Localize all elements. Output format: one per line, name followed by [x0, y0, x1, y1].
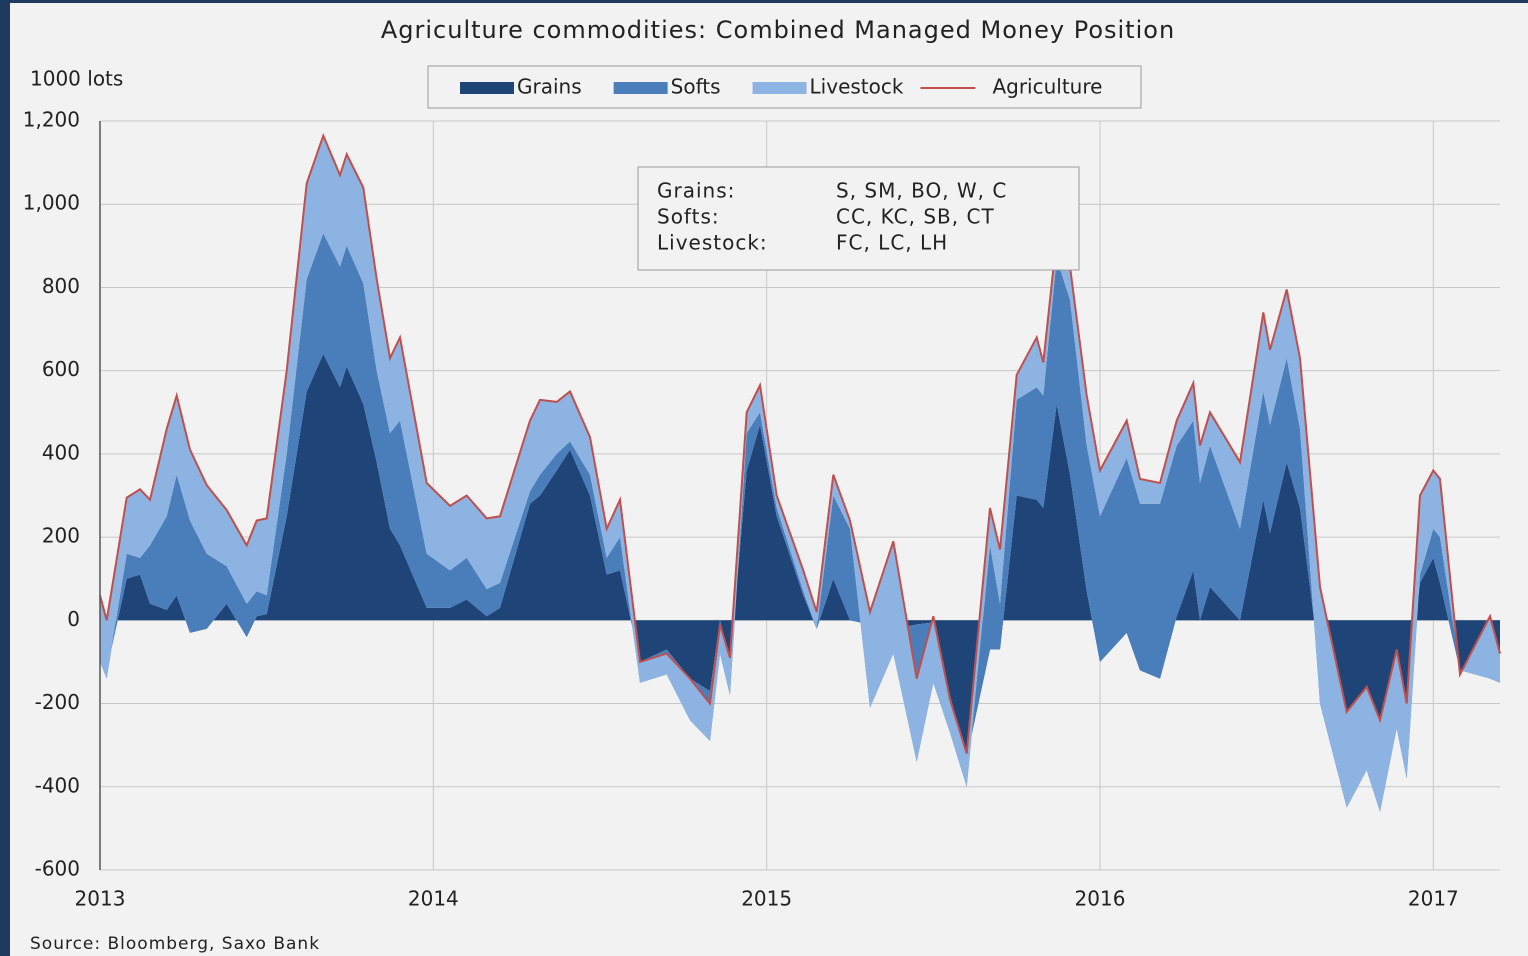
legend-box	[427, 65, 1142, 109]
legend-swatch	[460, 82, 514, 94]
x-tick-label: 2014	[408, 887, 459, 911]
annotation-text: S, SM, BO, W, C	[836, 179, 1007, 203]
chart-title: Agriculture commodities: Combined Manage…	[381, 16, 1175, 44]
y-tick-label: 200	[42, 524, 80, 548]
source: Source: Bloomberg, Saxo Bank	[30, 934, 320, 954]
area	[100, 135, 1500, 812]
legend-label: Livestock	[810, 75, 904, 99]
y-tick-label: 1,200	[23, 108, 80, 132]
y-tick-label: -400	[35, 773, 80, 797]
y-tick-label: 1,000	[23, 191, 80, 215]
y-tick-label: 800	[42, 274, 80, 298]
plot	[99, 120, 1501, 871]
annotation-text: FC, LC, LH	[836, 231, 948, 255]
line	[99, 132, 1501, 754]
annotation-text: Grains:	[657, 179, 735, 203]
y-tick-label: 0	[67, 607, 80, 631]
annotation-box	[637, 166, 1080, 271]
annotation-text: CC, KC, SB, CT	[836, 205, 995, 229]
x-tick-label: 2015	[741, 887, 792, 911]
legend-label: Agriculture	[992, 75, 1102, 99]
x-tick-label: 2013	[75, 887, 126, 911]
x-tick-label: 2017	[1408, 887, 1459, 911]
y-tick-label: -600	[35, 857, 80, 881]
x-tick-label: 2016	[1075, 887, 1126, 911]
legend-swatch	[613, 82, 668, 94]
annotation-text: Livestock:	[657, 231, 768, 255]
y-axis-label: 1000 lots	[30, 67, 123, 91]
legend-swatch	[752, 82, 807, 94]
y-tick-label: 600	[42, 357, 80, 381]
y-tick-label: -200	[35, 690, 80, 714]
annotation-text: Softs:	[657, 205, 720, 229]
area	[100, 233, 1500, 812]
legend-label: Softs	[671, 75, 721, 99]
legend-label: Grains	[517, 75, 582, 99]
y-tick-label: 400	[42, 440, 80, 464]
